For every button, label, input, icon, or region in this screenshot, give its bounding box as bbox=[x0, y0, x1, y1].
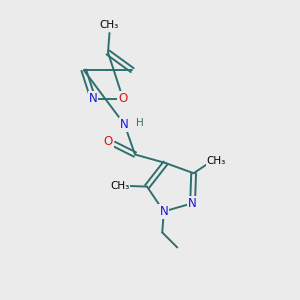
Text: CH₃: CH₃ bbox=[207, 156, 226, 166]
Text: O: O bbox=[103, 134, 112, 148]
Text: N: N bbox=[88, 92, 98, 105]
Text: CH₃: CH₃ bbox=[100, 20, 119, 31]
Text: CH₃: CH₃ bbox=[110, 181, 130, 191]
Text: N: N bbox=[120, 118, 129, 131]
Text: N: N bbox=[188, 197, 197, 210]
Text: H: H bbox=[136, 118, 143, 128]
Text: O: O bbox=[118, 92, 127, 105]
Text: N: N bbox=[159, 205, 168, 218]
